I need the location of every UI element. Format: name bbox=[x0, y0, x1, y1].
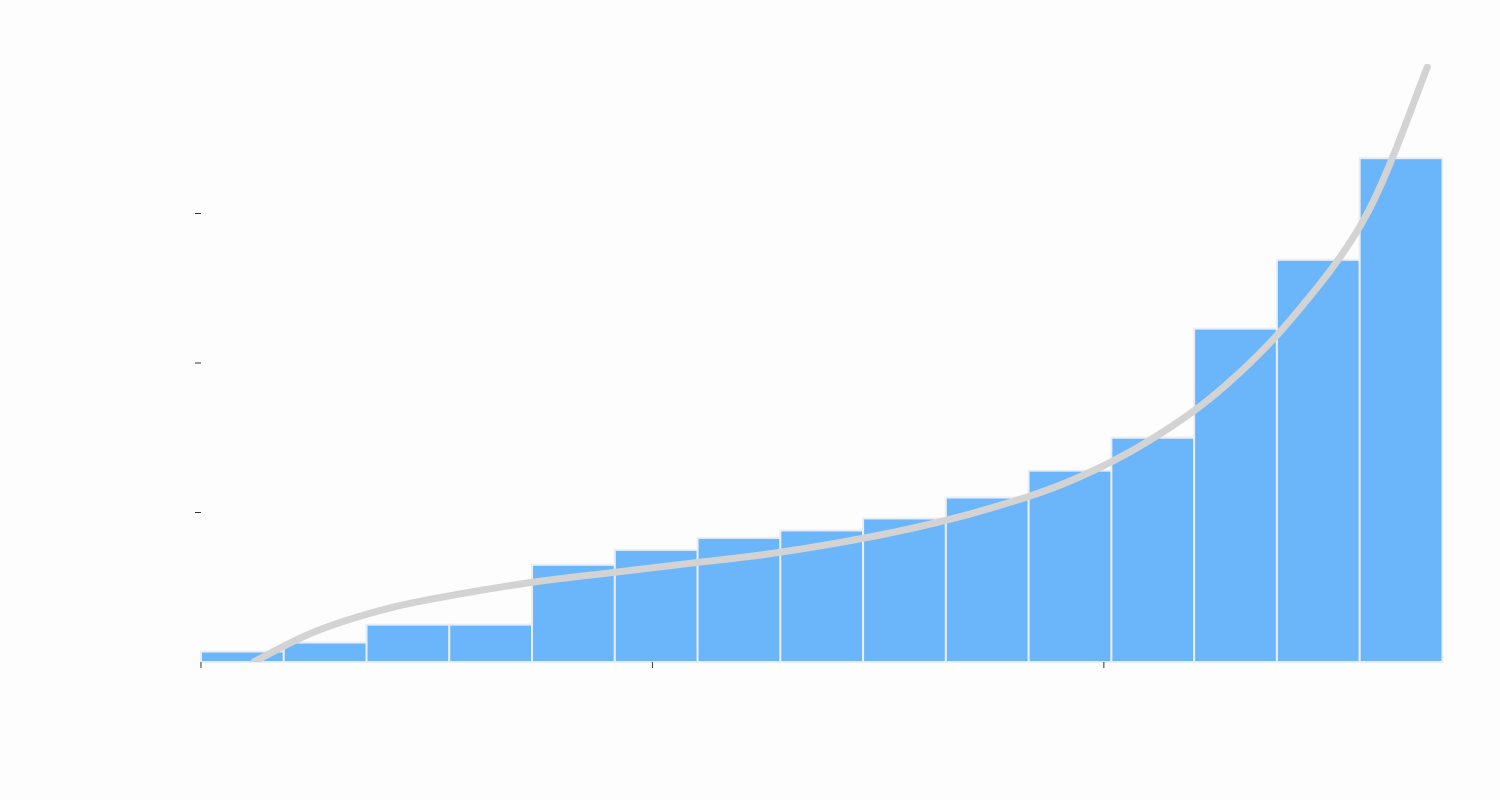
histogram-bar bbox=[365, 623, 451, 663]
histogram-bar bbox=[1193, 327, 1278, 663]
histogram-bar bbox=[944, 496, 1030, 663]
histogram-bar bbox=[1027, 469, 1113, 664]
bars-group bbox=[200, 157, 1444, 664]
histogram-bar bbox=[1358, 157, 1444, 663]
histogram-bar bbox=[448, 623, 534, 663]
trend-curve bbox=[250, 64, 1431, 662]
histogram-bar bbox=[1110, 436, 1196, 663]
histogram-bar bbox=[1275, 258, 1361, 663]
histogram-bar bbox=[282, 641, 368, 664]
histogram-bar bbox=[862, 517, 947, 663]
axes-group bbox=[195, 213, 1105, 668]
curve-group bbox=[250, 64, 1431, 662]
